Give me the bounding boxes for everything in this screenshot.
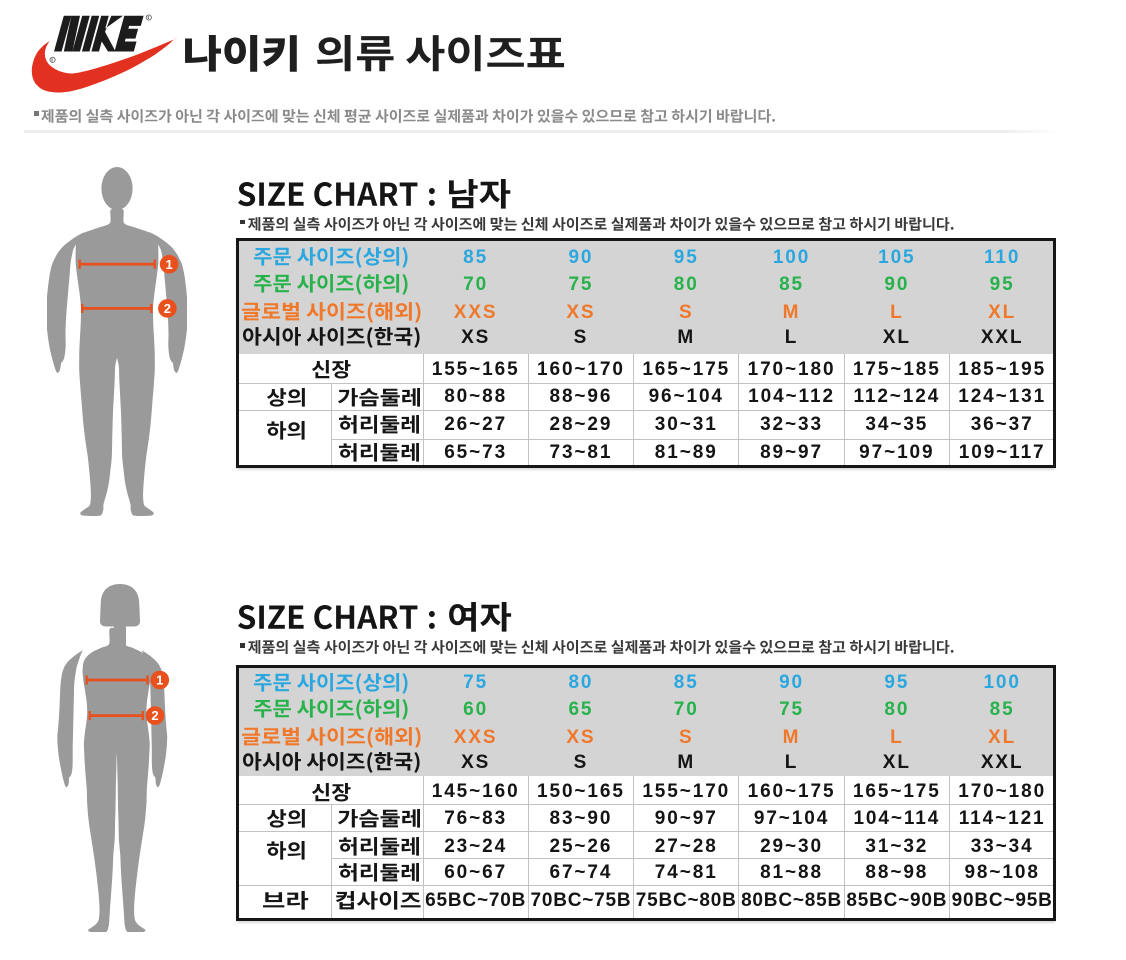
svg-text:1: 1 [156, 673, 163, 688]
svg-text:1: 1 [165, 257, 172, 272]
svg-text:2: 2 [151, 708, 158, 723]
svg-text:2: 2 [164, 301, 171, 316]
